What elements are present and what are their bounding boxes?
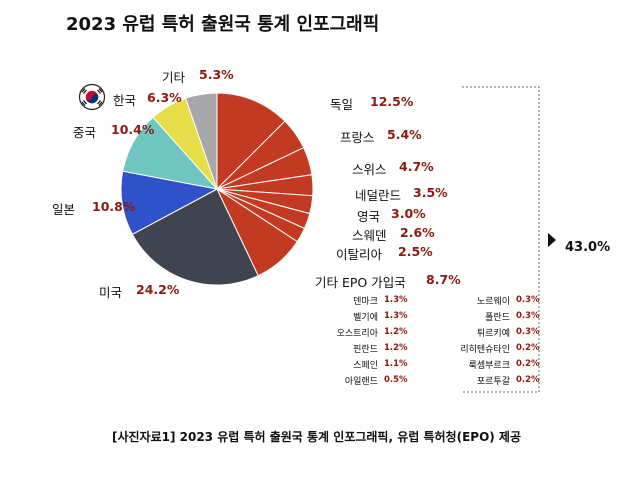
breakdown-value: 1.2% xyxy=(384,343,408,353)
breakdown-value: 0.3% xyxy=(516,327,540,337)
breakdown-label: 오스트리아 xyxy=(336,329,378,339)
value-germany: 12.5% xyxy=(370,94,414,109)
label-netherlands: 네덜란드 xyxy=(355,188,402,203)
epo-total-value: 43.0% xyxy=(565,240,611,255)
breakdown-value: 1.1% xyxy=(384,359,408,369)
pie-slice-기타 xyxy=(184,92,218,190)
breakdown-value: 0.5% xyxy=(384,375,408,385)
chart-decorations xyxy=(78,83,556,393)
breakdown-label: 스페인 xyxy=(353,361,378,371)
label-korea: 한국 xyxy=(113,93,137,108)
label-china: 중국 xyxy=(73,125,97,140)
epo-bracket-arrow xyxy=(548,233,556,247)
breakdown-label: 튀르키예 xyxy=(476,329,510,339)
breakdown-value: 0.3% xyxy=(516,295,540,305)
value-other-epo: 8.7% xyxy=(426,272,461,287)
breakdown-label: 룩셈부르크 xyxy=(468,361,510,371)
label-other-epo: 기타 EPO 가입국 xyxy=(315,275,406,290)
value-italy: 2.5% xyxy=(398,244,433,259)
breakdown-value: 0.2% xyxy=(516,375,540,385)
value-sweden: 2.6% xyxy=(400,225,435,240)
breakdown-label: 노르웨이 xyxy=(476,297,510,307)
korea-flag-icon xyxy=(78,83,106,111)
label-italy: 이탈리아 xyxy=(336,247,383,262)
label-japan: 일본 xyxy=(52,202,76,217)
breakdown-label: 포르투갈 xyxy=(476,377,510,387)
label-switzerland: 스위스 xyxy=(352,162,387,177)
breakdown-value: 0.2% xyxy=(516,359,540,369)
breakdown-label: 아일랜드 xyxy=(344,377,378,387)
breakdown-value: 0.2% xyxy=(516,343,540,353)
value-usa: 24.2% xyxy=(136,282,180,297)
breakdown-value: 1.3% xyxy=(384,295,408,305)
breakdown-value: 1.2% xyxy=(384,327,408,337)
breakdown-label: 벨기에 xyxy=(353,313,378,323)
label-sweden: 스웨덴 xyxy=(352,228,387,243)
breakdown-label: 덴마크 xyxy=(353,297,378,307)
pie-slices xyxy=(120,92,314,286)
breakdown-label: 폴란드 xyxy=(485,313,510,323)
breakdown-value: 1.3% xyxy=(384,311,408,321)
label-usa: 미국 xyxy=(99,285,123,300)
label-france: 프랑스 xyxy=(340,130,375,145)
figure-caption: [사진자료1] 2023 유럽 특허 출원국 통계 인포그래픽, 유럽 특허청(… xyxy=(111,430,522,444)
label-uk: 영국 xyxy=(357,209,381,224)
pie-slice-독일 xyxy=(216,92,286,191)
pie-slice-미국 xyxy=(131,188,259,286)
value-france: 5.4% xyxy=(387,127,422,142)
value-uk: 3.0% xyxy=(391,206,426,221)
value-netherlands: 3.5% xyxy=(413,185,448,200)
value-japan: 10.8% xyxy=(92,199,136,214)
value-korea: 6.3% xyxy=(147,90,182,105)
value-others: 5.3% xyxy=(199,67,234,82)
breakdown-value: 0.3% xyxy=(516,311,540,321)
page-title: 2023 유럽 특허 출원국 통계 인포그래픽 xyxy=(66,14,380,35)
breakdown-label: 리히텐슈타인 xyxy=(460,345,510,355)
value-switzerland: 4.7% xyxy=(399,159,434,174)
label-germany: 독일 xyxy=(330,97,354,112)
epo-bracket xyxy=(462,86,540,393)
breakdown-label: 핀란드 xyxy=(353,345,378,355)
label-others: 기타 xyxy=(162,70,186,85)
value-china: 10.4% xyxy=(111,122,155,137)
